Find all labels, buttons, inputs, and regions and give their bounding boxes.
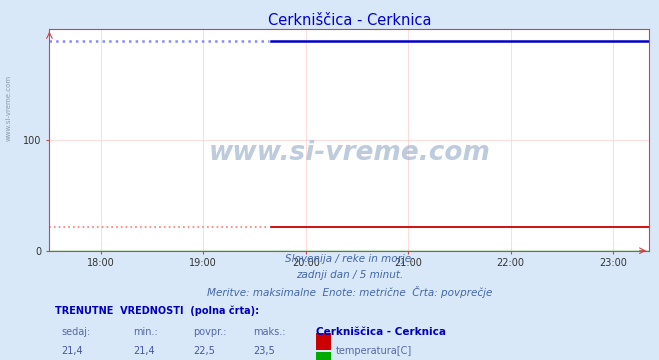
Text: povpr.:: povpr.: — [193, 327, 227, 337]
Title: Cerkniščica - Cerknica: Cerkniščica - Cerknica — [268, 13, 431, 28]
Text: 21,4: 21,4 — [61, 346, 83, 356]
Bar — [316, 352, 331, 360]
Text: zadnji dan / 5 minut.: zadnji dan / 5 minut. — [296, 270, 403, 280]
Text: Cerkniščica - Cerknica: Cerkniščica - Cerknica — [316, 327, 446, 337]
Text: 22,5: 22,5 — [193, 346, 215, 356]
Bar — [316, 333, 331, 350]
Text: Meritve: maksimalne  Enote: metrične  Črta: povprečje: Meritve: maksimalne Enote: metrične Črta… — [206, 285, 492, 298]
Text: www.si-vreme.com: www.si-vreme.com — [208, 140, 490, 166]
Text: Slovenija / reke in morje.: Slovenija / reke in morje. — [285, 254, 414, 264]
Text: min.:: min.: — [133, 327, 158, 337]
Text: www.si-vreme.com: www.si-vreme.com — [5, 75, 12, 141]
Text: TRENUTNE  VREDNOSTI  (polna črta):: TRENUTNE VREDNOSTI (polna črta): — [55, 306, 260, 316]
Text: sedaj:: sedaj: — [61, 327, 91, 337]
Text: 23,5: 23,5 — [253, 346, 275, 356]
Text: temperatura[C]: temperatura[C] — [336, 346, 413, 356]
Text: 21,4: 21,4 — [133, 346, 155, 356]
Text: maks.:: maks.: — [253, 327, 286, 337]
